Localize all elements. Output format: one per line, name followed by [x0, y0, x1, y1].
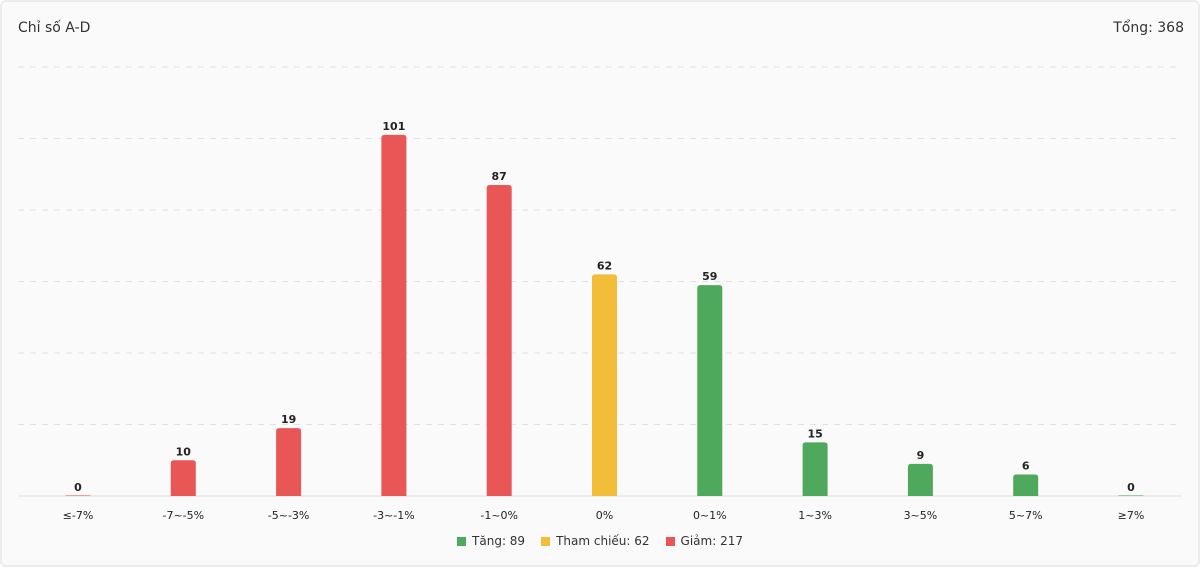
total-count: Tổng: 368: [1113, 20, 1184, 36]
bar[interactable]: [65, 495, 91, 496]
bar-value-label: 6: [1022, 460, 1030, 473]
bar[interactable]: [1013, 474, 1039, 496]
legend-swatch-down: [665, 536, 675, 546]
bar[interactable]: [697, 285, 723, 496]
legend-item-up[interactable]: Tăng: 89: [457, 534, 525, 548]
legend-label-reference: Tham chiếu: 62: [556, 534, 650, 548]
value-labels: 0 10 19 101 87 62 59 15 9 6 0: [74, 120, 1135, 494]
x-tick-label: -7~-5%: [162, 509, 204, 522]
bar[interactable]: [170, 460, 196, 496]
bar-value-label: 19: [281, 413, 296, 426]
x-tick-label: 3~5%: [904, 509, 938, 522]
bar-value-label: 9: [917, 449, 925, 462]
legend-label-down: Giảm: 217: [680, 534, 743, 548]
x-tick-label: -3~-1%: [373, 509, 415, 522]
bar-value-label: 101: [382, 120, 405, 133]
x-tick-label: 5~7%: [1009, 509, 1043, 522]
bar[interactable]: [592, 274, 617, 496]
legend-item-reference[interactable]: Tham chiếu: 62: [541, 534, 650, 548]
bar[interactable]: [1118, 495, 1144, 496]
bar-value-label: 59: [702, 270, 717, 283]
x-tick-label: 0%: [596, 509, 613, 522]
x-tick-label: -5~-3%: [268, 509, 310, 522]
x-tick-label: ≤-7%: [63, 509, 94, 522]
legend-label-up: Tăng: 89: [472, 534, 526, 548]
chart-title: Chỉ số A-D: [18, 20, 91, 36]
bar[interactable]: [907, 463, 933, 496]
bars: [65, 134, 1144, 497]
legend-swatch-up: [457, 536, 467, 546]
legend-swatch-reference: [541, 536, 551, 546]
bar-value-label: 87: [492, 170, 507, 183]
bar-value-label: 0: [74, 481, 82, 494]
bar[interactable]: [276, 428, 302, 496]
bar-value-label: 62: [597, 259, 612, 272]
legend: Tăng: 89 Tham chiếu: 62 Giảm: 217: [0, 534, 1200, 548]
bar[interactable]: [381, 134, 407, 497]
legend-item-down[interactable]: Giảm: 217: [665, 534, 743, 548]
x-tick-label: 0~1%: [693, 509, 727, 522]
x-tick-label: -1~0%: [480, 509, 518, 522]
bar-value-label: 0: [1127, 481, 1135, 494]
x-tick-label: ≥7%: [1118, 509, 1145, 522]
x-tick-label: 1~3%: [798, 509, 832, 522]
bar[interactable]: [486, 184, 512, 496]
bar-value-label: 10: [176, 445, 192, 458]
x-tick-labels: ≤-7% -7~-5% -5~-3% -3~-1% -1~0% 0% 0~1% 1~3% 3~5…: [63, 509, 1145, 522]
bar[interactable]: [802, 442, 828, 496]
bar-value-label: 15: [807, 427, 822, 440]
